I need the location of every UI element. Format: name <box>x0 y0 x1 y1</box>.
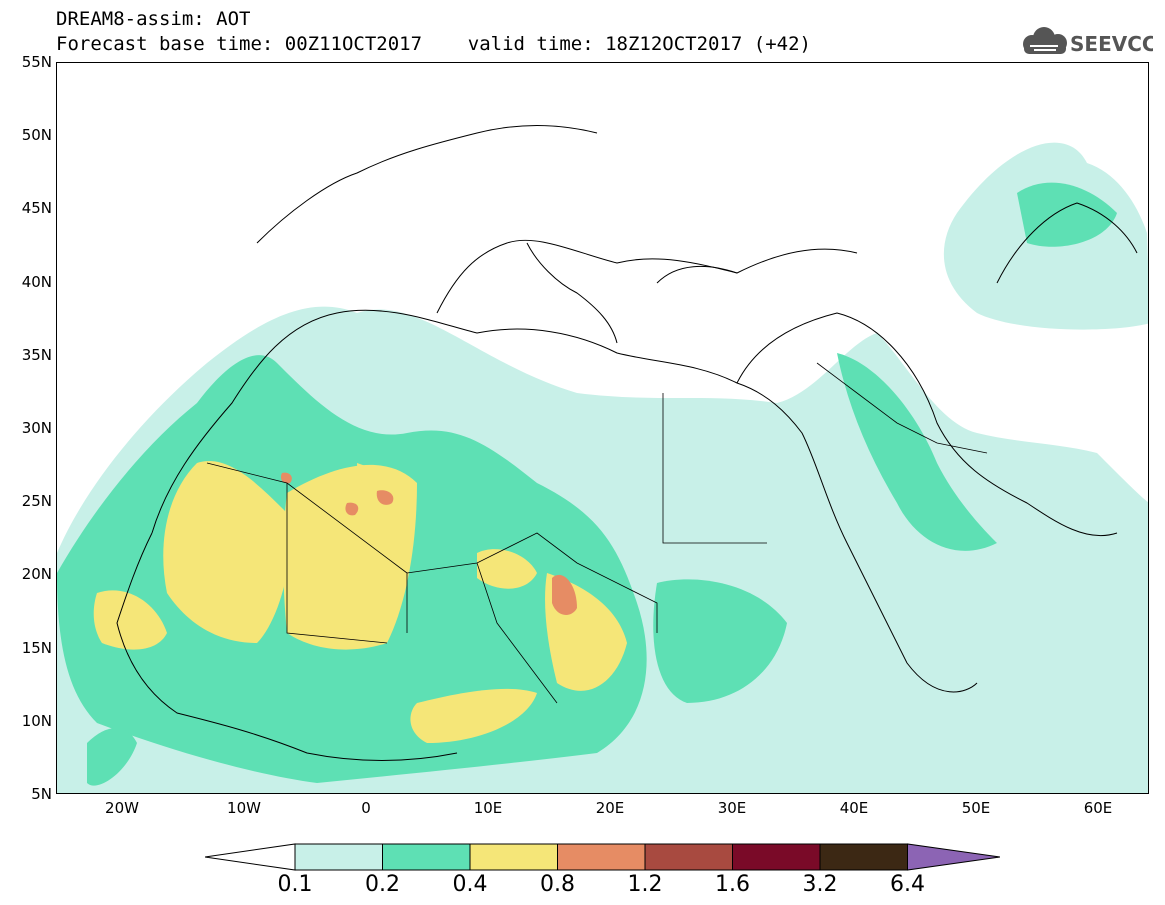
longitude-label: 0 <box>361 799 371 817</box>
color-legend <box>205 843 1000 871</box>
longitude-label: 10W <box>227 799 261 817</box>
latitude-label: 40N <box>21 272 52 291</box>
legend-label: 6.4 <box>890 872 925 897</box>
latitude-label: 5N <box>31 785 52 803</box>
longitude-label: 50E <box>961 799 991 817</box>
legend-swatch <box>819 843 908 871</box>
longitude-label: 20E <box>595 799 625 817</box>
longitude-label: 10E <box>473 799 503 817</box>
legend-label: 1.6 <box>715 872 750 897</box>
latitude-label: 20N <box>21 565 52 584</box>
legend-lower-arrow <box>205 843 296 871</box>
latitude-label: 25N <box>21 492 52 511</box>
legend-label: 0.2 <box>365 872 400 897</box>
legend-upper-arrow <box>907 843 1000 871</box>
latitude-label: 30N <box>21 419 52 437</box>
legend-label: 3.2 <box>802 872 838 897</box>
coastlines <box>116 125 1138 761</box>
legend-swatch <box>294 843 383 871</box>
map-canvas <box>57 125 1148 793</box>
legend-label: 0.4 <box>452 872 488 897</box>
legend-label: 0.8 <box>540 872 575 897</box>
longitude-label: 30E <box>717 799 747 817</box>
country-borders <box>206 362 988 704</box>
latitude-label: 50N <box>21 126 52 145</box>
legend-swatch <box>644 843 733 871</box>
logo-text: SEEVCCC <box>1070 32 1153 56</box>
longitude-label: 40E <box>839 799 869 817</box>
latitude-label: 55N <box>21 53 52 71</box>
longitude-label: 60E <box>1083 799 1113 817</box>
forecast-time-line: Forecast base time: 00Z11OCT2017 valid t… <box>56 33 811 55</box>
legend-swatch <box>469 843 558 871</box>
latitude-label: 15N <box>21 638 52 657</box>
longitude-label: 20W <box>105 799 139 817</box>
aot-band-0.4 <box>93 461 627 743</box>
aot-map <box>56 62 1149 794</box>
latitude-label: 10N <box>21 711 52 730</box>
map-title: DREAM8-assim: AOT <box>56 8 251 30</box>
legend-swatch <box>732 843 821 871</box>
aot-band-0.8 <box>280 472 577 615</box>
latitude-label: 45N <box>21 199 52 218</box>
legend-label: 1.2 <box>627 872 663 897</box>
legend-swatch <box>557 843 646 871</box>
seevccc-logo: SEEVCCC <box>1023 27 1153 56</box>
legend-label: 0.1 <box>277 872 313 897</box>
legend-swatch <box>382 843 471 871</box>
latitude-label: 35N <box>21 345 52 364</box>
